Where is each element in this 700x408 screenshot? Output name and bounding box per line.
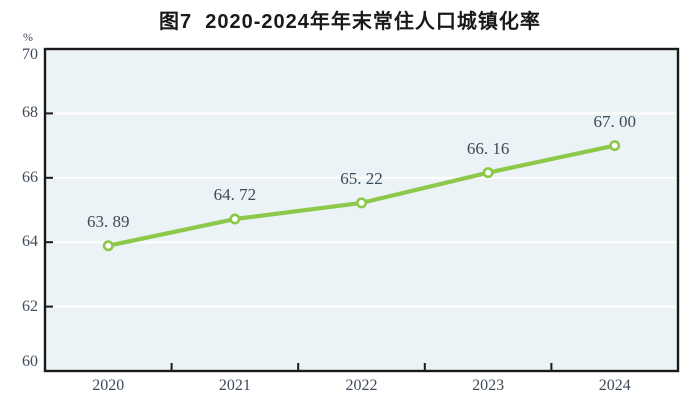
chart-title: 图7 2020-2024年年末常住人口城镇化率: [159, 11, 541, 33]
point-value-label: 64. 72: [213, 185, 257, 205]
point-value-label: 63. 89: [87, 211, 130, 231]
x-tick-label: 2021: [218, 377, 251, 394]
y-tick-label: 64: [22, 233, 38, 251]
plot-border: [43, 47, 680, 373]
data-point-marker: [102, 240, 114, 252]
point-value-label: 67. 00: [593, 111, 636, 131]
y-tick-label: 68: [22, 104, 38, 122]
data-point-marker: [355, 197, 367, 209]
y-tick-label: 60: [22, 353, 38, 370]
y-tick-label: 62: [22, 297, 38, 315]
x-tick-label: 2024: [598, 377, 631, 394]
x-tick-label: 2020: [92, 377, 125, 394]
y-tick-label: 66: [22, 168, 38, 186]
data-point-marker: [609, 140, 621, 152]
x-tick-label: 2023: [472, 377, 505, 394]
point-value-label: 65. 22: [340, 168, 383, 188]
y-tick-label: 70: [22, 46, 38, 63]
data-point-marker: [482, 167, 494, 179]
y-axis-unit-label: %: [23, 30, 33, 44]
point-value-label: 66. 16: [466, 138, 510, 158]
plot-background: [45, 49, 678, 371]
data-point-marker: [229, 213, 241, 225]
x-tick-label: 2022: [345, 377, 378, 394]
